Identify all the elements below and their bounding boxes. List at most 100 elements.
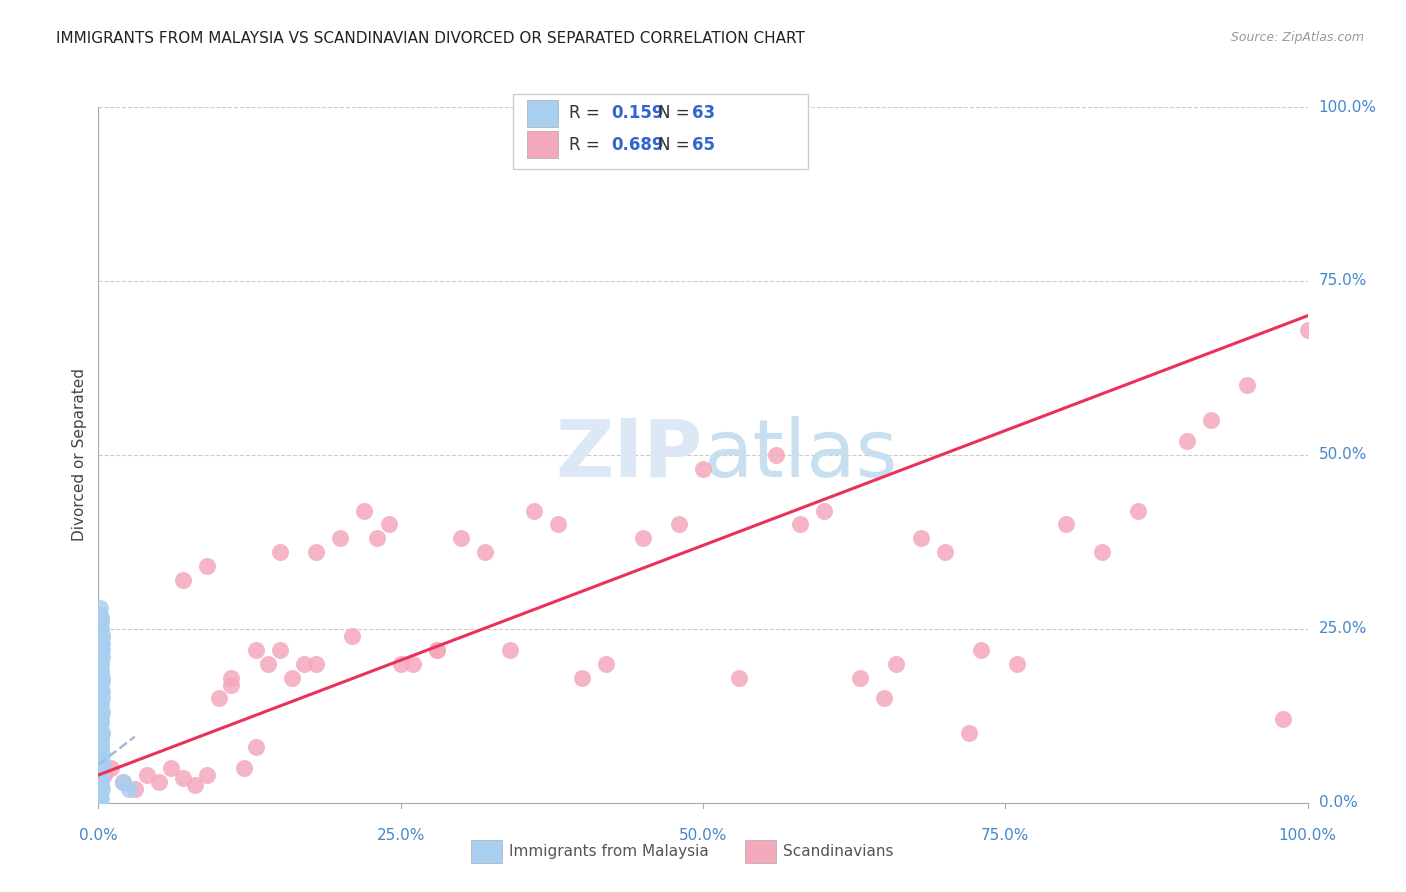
Point	[91, 674, 114, 689]
Point	[91, 726, 114, 740]
Point	[910, 532, 932, 546]
Point	[89, 789, 111, 803]
Point	[89, 754, 111, 768]
Point	[426, 642, 449, 657]
Point	[90, 642, 112, 657]
Point	[377, 517, 399, 532]
Point	[89, 761, 111, 775]
Text: 25.0%: 25.0%	[1319, 622, 1367, 636]
Point	[91, 649, 114, 664]
Point	[91, 691, 114, 706]
Text: 75.0%: 75.0%	[1319, 274, 1367, 288]
Point	[245, 642, 267, 657]
Point	[172, 772, 194, 786]
Point	[269, 545, 291, 559]
Point	[93, 768, 115, 782]
Text: R =: R =	[569, 104, 606, 122]
Point	[89, 653, 111, 667]
Point	[1128, 503, 1150, 517]
Point	[111, 775, 134, 789]
Point	[90, 768, 112, 782]
Text: N =: N =	[658, 104, 695, 122]
Point	[957, 726, 980, 740]
Point	[195, 559, 218, 574]
Point	[89, 664, 111, 678]
Point	[1272, 712, 1295, 726]
Point	[90, 740, 112, 755]
Point	[91, 757, 114, 772]
Point	[970, 642, 993, 657]
Point	[89, 677, 111, 691]
Point	[765, 448, 787, 462]
Point	[523, 503, 546, 517]
Point	[91, 642, 114, 657]
Point	[221, 671, 243, 685]
Point	[160, 761, 183, 775]
Point	[886, 657, 908, 671]
Point	[184, 778, 207, 792]
Text: atlas: atlas	[703, 416, 897, 494]
Point	[89, 712, 111, 726]
Point	[221, 677, 243, 691]
Point	[269, 642, 291, 657]
Point	[631, 532, 654, 546]
Point	[305, 657, 328, 671]
Text: 0.689: 0.689	[612, 136, 664, 153]
Point	[90, 664, 112, 678]
Point	[148, 775, 170, 789]
Point	[849, 671, 872, 685]
Point	[111, 775, 134, 789]
Point	[90, 775, 112, 789]
Point	[89, 649, 111, 664]
Point	[329, 532, 352, 546]
Point	[91, 636, 114, 650]
Point	[1236, 378, 1258, 392]
Point	[91, 754, 114, 768]
Text: 0.0%: 0.0%	[1319, 796, 1357, 810]
Text: 50.0%: 50.0%	[1319, 448, 1367, 462]
Point	[91, 747, 114, 761]
Point	[232, 761, 254, 775]
Point	[1296, 323, 1319, 337]
Point	[789, 517, 811, 532]
Point	[89, 747, 111, 761]
Point	[90, 733, 112, 747]
Point	[89, 740, 111, 755]
Point	[91, 629, 114, 643]
Point	[91, 629, 114, 643]
Point	[90, 768, 112, 782]
Text: Immigrants from Malaysia: Immigrants from Malaysia	[509, 845, 709, 859]
Text: ZIP: ZIP	[555, 416, 703, 494]
Point	[91, 706, 114, 720]
Point	[90, 715, 112, 730]
Point	[90, 632, 112, 647]
Point	[208, 691, 231, 706]
Point	[692, 462, 714, 476]
Point	[90, 671, 112, 685]
Text: 65: 65	[692, 136, 714, 153]
Point	[100, 761, 122, 775]
Text: Scandinavians: Scandinavians	[783, 845, 894, 859]
Point	[90, 684, 112, 698]
Point	[571, 671, 593, 685]
Point	[90, 657, 112, 671]
Point	[498, 642, 520, 657]
Point	[1175, 434, 1198, 448]
Point	[91, 671, 114, 685]
Point	[89, 778, 111, 792]
Text: IMMIGRANTS FROM MALAYSIA VS SCANDINAVIAN DIVORCED OR SEPARATED CORRELATION CHART: IMMIGRANTS FROM MALAYSIA VS SCANDINAVIAN…	[56, 31, 806, 46]
Text: 100.0%: 100.0%	[1319, 100, 1376, 114]
Text: 75.0%: 75.0%	[981, 828, 1029, 843]
Point	[135, 768, 157, 782]
Text: 100.0%: 100.0%	[1278, 828, 1337, 843]
Point	[89, 642, 111, 657]
Point	[118, 781, 141, 796]
Point	[89, 781, 111, 796]
Text: R =: R =	[569, 136, 606, 153]
Point	[172, 573, 194, 587]
Point	[547, 517, 569, 532]
Point	[728, 671, 751, 685]
Point	[90, 615, 112, 629]
Point	[474, 545, 496, 559]
Point	[89, 601, 111, 615]
